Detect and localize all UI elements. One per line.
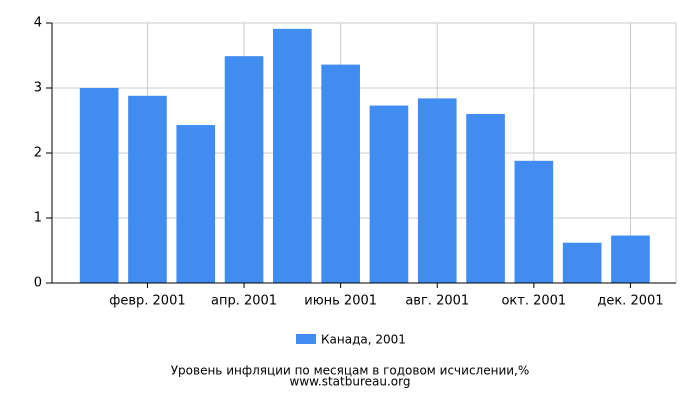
legend-label: Канада, 2001 bbox=[321, 333, 406, 347]
bar bbox=[369, 105, 409, 283]
x-tick-label: февр. 2001 bbox=[109, 294, 185, 309]
bar bbox=[79, 88, 119, 283]
bar bbox=[128, 95, 167, 283]
chart-source: www.statbureau.org bbox=[290, 375, 411, 389]
bar bbox=[611, 235, 650, 283]
bar bbox=[417, 98, 457, 284]
bar bbox=[466, 114, 505, 283]
legend-swatch bbox=[296, 334, 316, 344]
x-tick-label: июнь 2001 bbox=[304, 294, 377, 309]
bar bbox=[514, 160, 554, 283]
y-tick-label: 1 bbox=[34, 211, 42, 226]
y-tick-label: 0 bbox=[34, 276, 42, 291]
bar bbox=[224, 56, 264, 284]
bar bbox=[321, 64, 360, 283]
x-tick-label: апр. 2001 bbox=[211, 294, 277, 309]
chart-title: Уровень инфляции по месяцам в годовом ис… bbox=[171, 364, 530, 378]
x-tick-label: окт. 2001 bbox=[501, 294, 566, 309]
y-tick-label: 2 bbox=[34, 146, 42, 161]
y-tick-label: 3 bbox=[34, 81, 42, 96]
bar bbox=[273, 28, 312, 283]
y-tick-label: 4 bbox=[34, 16, 42, 31]
x-tick-label: авг. 2001 bbox=[405, 294, 469, 309]
x-tick-label: дек. 2001 bbox=[597, 294, 663, 309]
bar bbox=[176, 125, 216, 283]
bar bbox=[562, 242, 602, 283]
